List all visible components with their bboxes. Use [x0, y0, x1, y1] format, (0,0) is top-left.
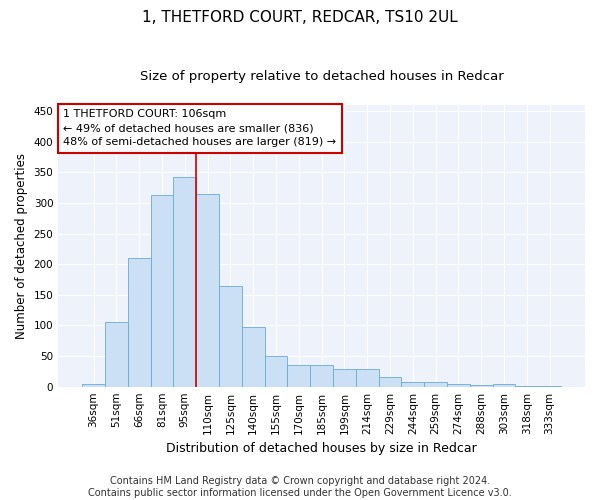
X-axis label: Distribution of detached houses by size in Redcar: Distribution of detached houses by size … — [166, 442, 477, 455]
Bar — [493, 384, 515, 386]
Text: 1 THETFORD COURT: 106sqm
← 49% of detached houses are smaller (836)
48% of semi-: 1 THETFORD COURT: 106sqm ← 49% of detach… — [64, 109, 337, 147]
Y-axis label: Number of detached properties: Number of detached properties — [15, 153, 28, 339]
Bar — [424, 382, 447, 386]
Bar — [401, 382, 424, 386]
Bar — [219, 286, 242, 386]
Bar — [265, 356, 287, 386]
Text: 1, THETFORD COURT, REDCAR, TS10 2UL: 1, THETFORD COURT, REDCAR, TS10 2UL — [142, 10, 458, 25]
Bar — [82, 384, 105, 386]
Bar — [333, 369, 356, 386]
Bar — [128, 258, 151, 386]
Bar — [173, 176, 196, 386]
Bar — [196, 194, 219, 386]
Bar — [242, 328, 265, 386]
Bar — [447, 384, 470, 386]
Bar — [287, 365, 310, 386]
Bar — [105, 322, 128, 386]
Text: Contains HM Land Registry data © Crown copyright and database right 2024.
Contai: Contains HM Land Registry data © Crown c… — [88, 476, 512, 498]
Bar — [379, 378, 401, 386]
Bar — [151, 195, 173, 386]
Title: Size of property relative to detached houses in Redcar: Size of property relative to detached ho… — [140, 70, 503, 83]
Bar — [310, 365, 333, 386]
Bar — [356, 369, 379, 386]
